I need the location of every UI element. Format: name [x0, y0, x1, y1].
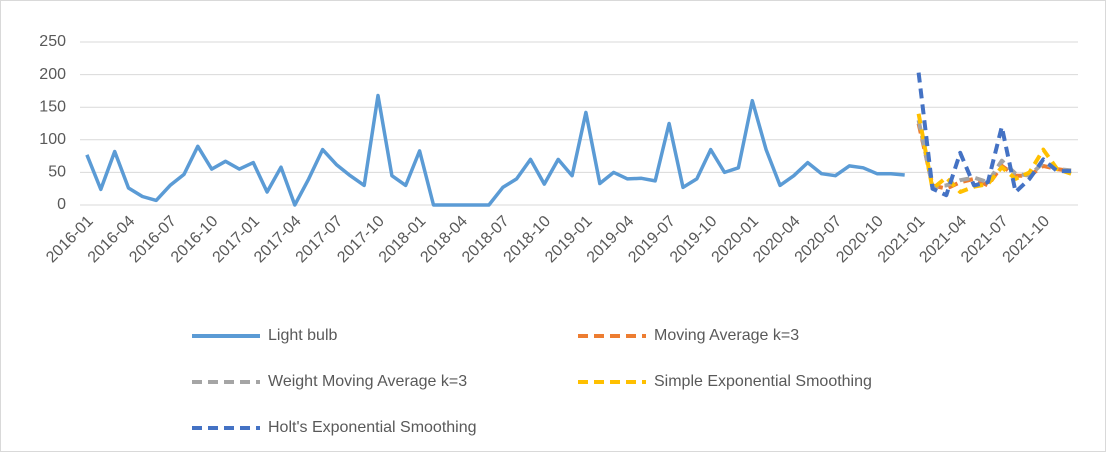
legend-label: Simple Exponential Smoothing	[654, 373, 872, 390]
y-tick-label: 50	[48, 164, 66, 181]
series-line	[85, 93, 905, 207]
y-tick-label: 100	[39, 131, 66, 148]
y-tick-label: 0	[57, 196, 66, 213]
y-tick-label: 150	[39, 98, 66, 115]
legend-label: Light bulb	[268, 327, 337, 344]
series-line	[916, 113, 1072, 194]
y-tick-label: 250	[39, 33, 66, 50]
legend-label: Holt's Exponential Smoothing	[268, 419, 477, 436]
legend-label: Moving Average k=3	[654, 327, 799, 344]
y-tick-label: 200	[39, 66, 66, 83]
series-line	[916, 72, 1072, 198]
legend-label: Weight Moving Average k=3	[268, 373, 467, 390]
